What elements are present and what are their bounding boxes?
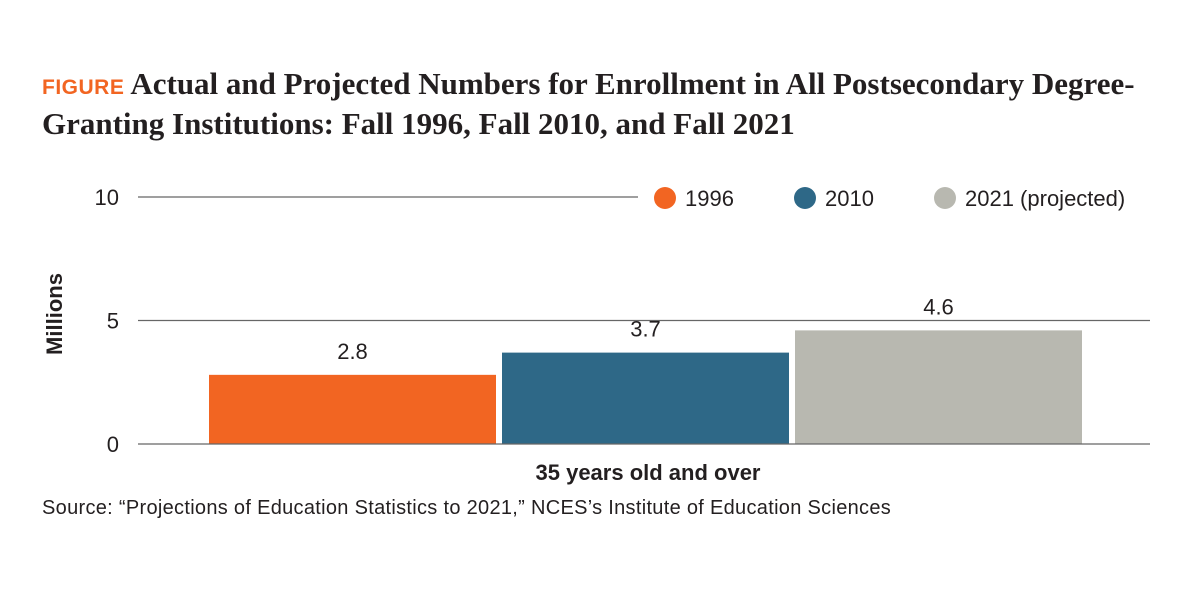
legend-swatch-2010 <box>794 187 816 209</box>
source-note: Source: “Projections of Education Statis… <box>42 497 892 519</box>
data-label-1996: 2.8 <box>337 339 368 364</box>
bar-2010 <box>502 352 789 444</box>
y-tick-label: 10 <box>95 185 119 210</box>
data-label-2010: 3.7 <box>630 317 661 342</box>
data-label-2021: 4.6 <box>923 294 954 319</box>
data-labels: 2.8 3.7 4.6 <box>337 294 954 363</box>
legend-swatch-1996 <box>654 187 676 209</box>
figure-label: FIGURE <box>42 76 125 99</box>
y-tick-label: 5 <box>107 309 119 334</box>
y-axis-label: Millions <box>42 273 67 355</box>
bars <box>209 330 1082 444</box>
legend-swatch-2021 <box>934 187 956 209</box>
chart-title: FIGURE Actual and Projected Numbers for E… <box>42 66 1172 142</box>
y-tick-label: 0 <box>107 432 119 457</box>
y-axis-ticks: 0 5 10 <box>95 185 119 457</box>
gridlines <box>138 196 1150 322</box>
chart-title-text: Actual and Projected Numbers for Enrollm… <box>42 66 1135 141</box>
bar-1996 <box>209 374 496 444</box>
bar-2021 <box>795 330 1082 444</box>
legend-label-2010: 2010 <box>825 186 874 211</box>
legend-label-2021: 2021 (projected) <box>965 186 1125 211</box>
x-axis-category-label: 35 years old and over <box>536 460 761 485</box>
legend: 1996 2010 2021 (projected) <box>654 186 1125 211</box>
legend-label-1996: 1996 <box>685 186 734 211</box>
